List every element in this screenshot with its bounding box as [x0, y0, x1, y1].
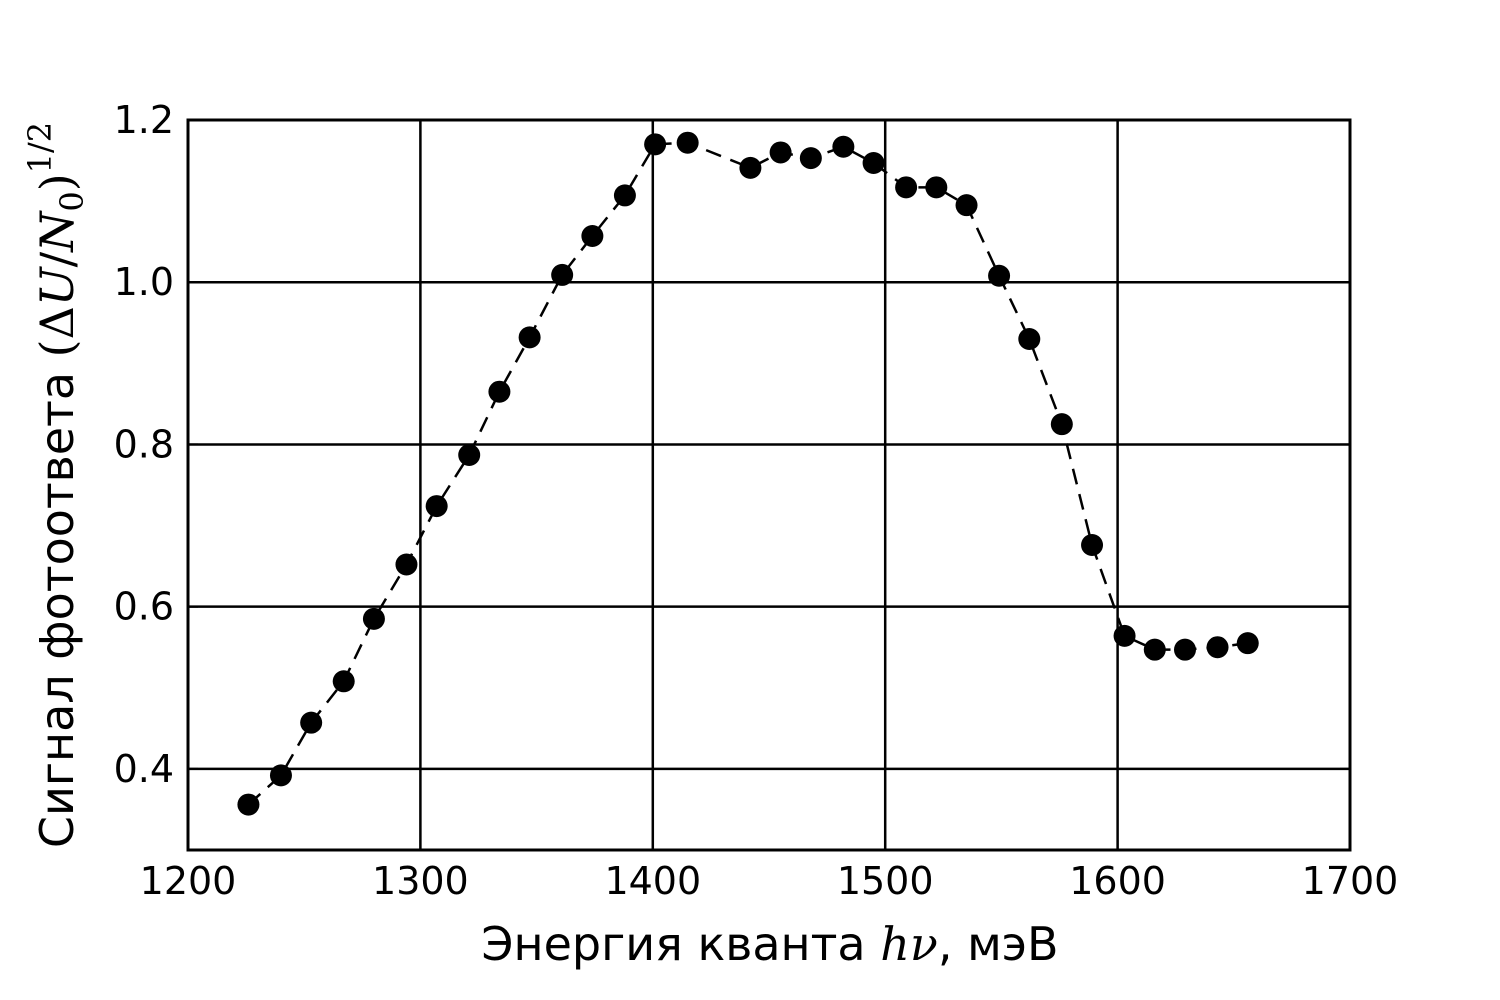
data-point: [925, 176, 948, 199]
data-point: [488, 380, 511, 403]
data-point: [1081, 534, 1104, 557]
series-line: [247, 141, 1248, 806]
data-point: [955, 194, 978, 217]
data-point: [1206, 636, 1229, 659]
grid-lines: [188, 120, 1350, 850]
data-point: [676, 131, 699, 154]
data-point: [862, 151, 885, 174]
data-point: [237, 793, 260, 816]
data-point: [769, 141, 792, 164]
data-point: [832, 135, 855, 158]
data-point: [1173, 638, 1196, 661]
y-axis-label: Сигнал фотоответа (ΔU/N0)1/2: [21, 122, 91, 848]
x-tick-label: 1300: [372, 859, 469, 903]
x-tick-label: 1700: [1302, 859, 1399, 903]
data-point: [799, 147, 822, 170]
x-tick-label: 1600: [1069, 859, 1166, 903]
data-point: [1113, 624, 1136, 647]
ticks: 1200 1300 1400 1500 1600 1700 0.4 0.6 0.8 1.0 1.2: [114, 98, 1399, 903]
data-point: [518, 326, 541, 349]
data-point: [1236, 632, 1259, 655]
plot-frame: [186, 118, 1352, 852]
data-point: [395, 553, 418, 576]
data-point: [551, 263, 574, 286]
data-point: [300, 711, 323, 734]
data-point: [332, 670, 355, 693]
data-point: [458, 443, 481, 466]
data-point: [425, 495, 448, 518]
x-tick-label: 1200: [140, 859, 237, 903]
data-point: [613, 184, 636, 207]
y-tick-label: 1.0: [114, 260, 174, 304]
y-tick-label: 0.4: [114, 747, 174, 791]
data-point: [895, 176, 918, 199]
data-point: [1050, 413, 1073, 436]
data-point: [1018, 328, 1041, 350]
y-tick-label: 1.2: [114, 98, 174, 142]
data-points: [237, 131, 1259, 816]
y-tick-label: 0.6: [114, 585, 174, 629]
data-point: [644, 133, 667, 156]
x-axis-label: Энергия кванта hν, мэВ: [481, 917, 1058, 971]
x-tick-label: 1400: [604, 859, 701, 903]
data-point: [581, 224, 604, 247]
series-polyline: [247, 141, 1248, 806]
x-tick-label: 1500: [837, 859, 934, 903]
data-point: [269, 764, 292, 787]
data-point: [362, 607, 385, 630]
data-point: [988, 264, 1011, 287]
data-point: [739, 156, 762, 179]
data-point: [1143, 638, 1166, 661]
y-tick-label: 0.8: [114, 422, 174, 466]
